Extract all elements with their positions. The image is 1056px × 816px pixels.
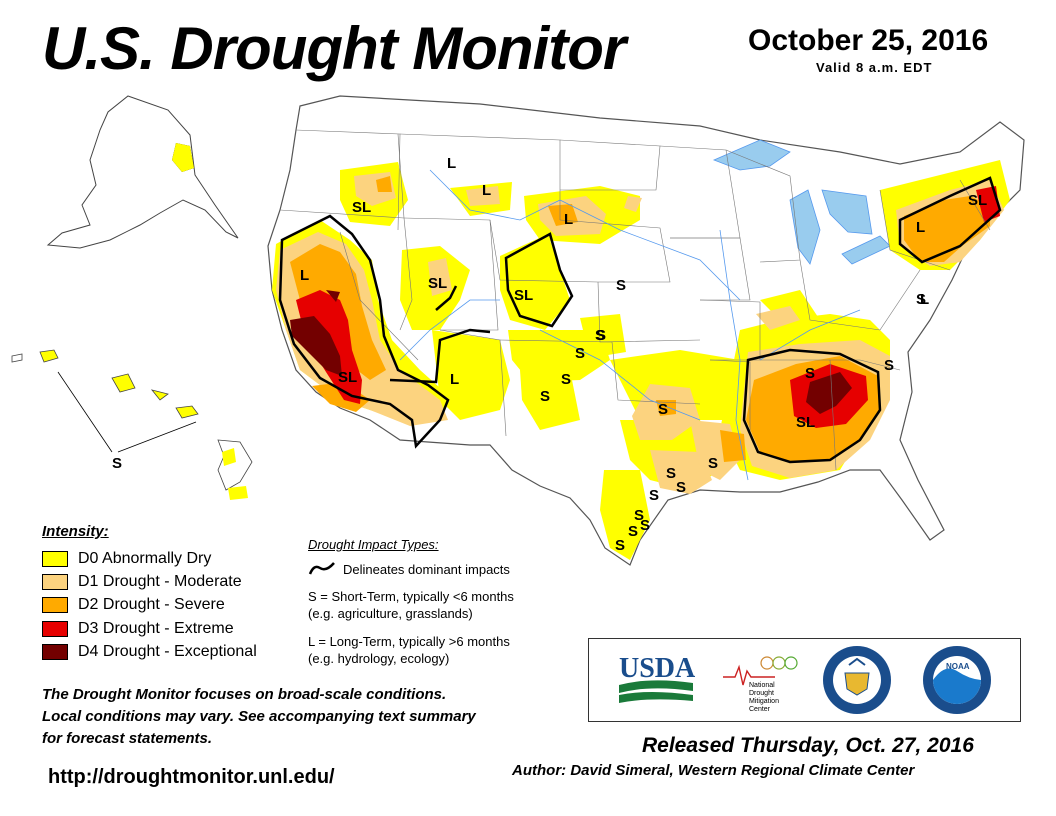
delineation-line-icon (308, 562, 335, 575)
legend-item-d1: D1 Drought - Moderate (42, 572, 242, 592)
ndmc-logo: National Drought Mitigation Center (723, 656, 798, 713)
impact-label: SL (968, 192, 987, 209)
impact-label: L (564, 211, 573, 228)
svg-text:Center: Center (749, 706, 771, 713)
legend-swatch-d4 (42, 644, 68, 660)
impact-label: S (596, 327, 606, 344)
legend-item-d0: D0 Abnormally Dry (42, 549, 211, 569)
legend-swatch-d2 (42, 597, 68, 613)
usda-logo: USDA (619, 653, 696, 703)
svg-text:Drought: Drought (749, 690, 774, 697)
release-date: Released Thursday, Oct. 27, 2016 (642, 734, 974, 757)
legend-swatch-d3 (42, 621, 68, 637)
impact-label: S (658, 401, 668, 418)
legend-item-d3: D3 Drought - Extreme (42, 619, 234, 639)
impact-label: S (540, 388, 550, 405)
short-term-example: (e.g. agriculture, grasslands) (308, 606, 473, 621)
impact-label: L (920, 291, 929, 308)
impact-label: S (112, 455, 122, 472)
impact-label: S (616, 277, 626, 294)
rivers (399, 169, 861, 481)
impact-label: S (666, 465, 676, 482)
impact-label: L (300, 267, 309, 284)
delineates-text: Delineates dominant impacts (343, 562, 510, 577)
d4-exceptional-drought-areas (290, 290, 852, 414)
impact-label: S (595, 327, 605, 344)
legend-label: D1 Drought - Moderate (78, 573, 242, 590)
website-link[interactable]: http://droughtmonitor.unl.edu/ (48, 766, 335, 788)
note-line: The Drought Monitor focuses on broad-sca… (42, 686, 447, 703)
disclaimer-note: The Drought Monitor focuses on broad-sca… (42, 684, 562, 750)
map-date: October 25, 2016 (748, 24, 989, 57)
impact-label: S (805, 365, 815, 382)
svg-text:National: National (749, 682, 775, 689)
legend-label: D4 Drought - Exceptional (78, 643, 257, 660)
impact-label: SL (352, 199, 371, 216)
impact-label: S (676, 479, 686, 496)
legend-swatch-d0 (42, 551, 68, 567)
page-title: U.S. Drought Monitor (42, 15, 626, 82)
svg-text:USDA: USDA (619, 653, 696, 684)
impact-label: S (649, 487, 659, 504)
impact-label: SL (338, 369, 357, 386)
impact-delineation-lines (278, 176, 1002, 464)
legend-item-d4: D4 Drought - Exceptional (42, 642, 257, 662)
legend-item-d2: D2 Drought - Severe (42, 595, 225, 615)
long-term-example: (e.g. hydrology, ecology) (308, 651, 450, 666)
note-line: Local conditions may vary. See accompany… (42, 708, 476, 725)
impact-label: SL (428, 275, 447, 292)
legend-label: D0 Abnormally Dry (78, 550, 212, 567)
impact-label: S (634, 507, 644, 524)
partner-logos: USDA National Drought Mitigation Center (619, 646, 991, 714)
impact-label: S (575, 345, 585, 362)
note-line: for forecast statements. (42, 730, 213, 747)
impact-label: S (884, 357, 894, 374)
legend-swatch-d1 (42, 574, 68, 590)
svg-text:NOAA: NOAA (946, 662, 970, 671)
short-term-text: S = Short-Term, typically <6 months (308, 589, 514, 604)
hawaii-region (11, 349, 253, 500)
impact-label: SL (514, 287, 533, 304)
impact-label: S (916, 291, 926, 308)
impact-label: SL (796, 414, 815, 431)
impact-types-heading: Drought Impact Types: (308, 537, 439, 552)
legend-label: D3 Drought - Extreme (78, 620, 234, 637)
commerce-seal (823, 646, 891, 714)
legend-label: D2 Drought - Severe (78, 596, 225, 613)
valid-time: Valid 8 a.m. EDT (816, 60, 933, 75)
partner-logos-box: USDA National Drought Mitigation Center (588, 638, 1021, 722)
impact-label: L (447, 155, 456, 172)
noaa-logo: NOAA (923, 646, 991, 714)
alaska-region (46, 95, 239, 249)
impact-label: S (628, 523, 638, 540)
impact-label: S (615, 537, 625, 554)
author-credit: Author: David Simeral, Western Regional … (512, 762, 915, 779)
impact-label: L (916, 219, 925, 236)
drought-map: L L L SL SL SL SL L L S S S S S S S S S … (11, 95, 1025, 566)
impact-label: S (640, 517, 650, 534)
impact-label: L (482, 182, 491, 199)
impact-label: S (561, 371, 571, 388)
impact-label: S (708, 455, 718, 472)
impact-label: L (450, 371, 459, 388)
legend-heading: Intensity: (42, 523, 109, 540)
long-term-text: L = Long-Term, typically >6 months (308, 634, 510, 649)
impact-labels: L L L SL SL SL SL L L S S S S S S S S S … (112, 155, 987, 554)
svg-text:Mitigation: Mitigation (749, 698, 779, 705)
